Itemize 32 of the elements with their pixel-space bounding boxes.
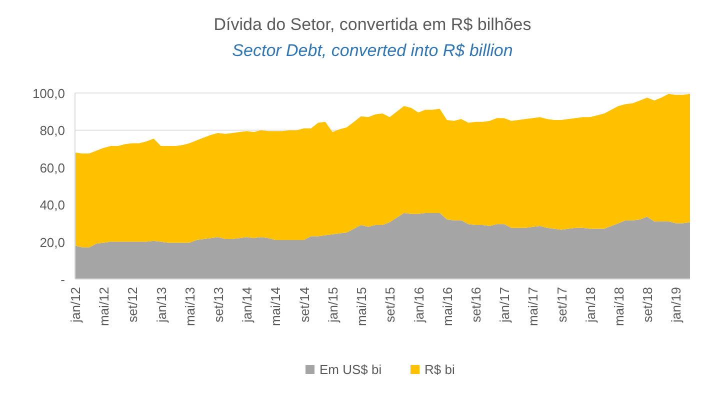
- x-tick-label: set/13: [211, 287, 226, 322]
- x-tick-label: set/14: [296, 287, 312, 322]
- legend-label: Em US$ bi: [320, 362, 382, 377]
- x-tick-label: jan/18: [582, 287, 598, 324]
- legend-label: R$ bi: [424, 362, 455, 377]
- x-tick-label: mai/14: [268, 287, 284, 326]
- y-tick-label: 80,0: [40, 123, 65, 138]
- x-tick-label: mai/15: [354, 287, 370, 326]
- x-tick-label: set/15: [382, 287, 398, 322]
- x-tick-label: set/17: [554, 287, 570, 322]
- x-tick-label: jan/12: [68, 287, 83, 324]
- y-tick-label: -: [60, 272, 65, 287]
- x-tick-label: jan/16: [411, 287, 426, 324]
- x-tick-label: mai/12: [96, 287, 112, 326]
- x-tick-label: jan/19: [668, 287, 684, 324]
- x-tick-label: mai/17: [526, 287, 541, 326]
- x-tick-label: jan/17: [497, 287, 512, 324]
- x-tick-label: set/16: [468, 287, 484, 322]
- y-tick-label: 100,0: [32, 86, 65, 101]
- x-tick-label: mai/18: [611, 287, 626, 326]
- y-tick-label: 40,0: [40, 198, 65, 213]
- x-tick-label: mai/16: [440, 287, 455, 326]
- x-tick-label: jan/15: [325, 287, 340, 324]
- x-tick-label: set/12: [125, 287, 140, 322]
- y-tick-label: 20,0: [40, 234, 65, 250]
- chart-subtitle: Sector Debt, converted into R$ billion: [232, 41, 513, 60]
- x-tick-label: set/18: [640, 287, 656, 322]
- x-tick-label: mai/13: [182, 287, 198, 326]
- y-tick-label: 60,0: [40, 160, 65, 176]
- x-tick-label: jan/13: [154, 287, 169, 324]
- chart-title: Dívida do Setor, convertida em R$ bilhões: [214, 15, 532, 34]
- x-tick-label: jan/14: [240, 287, 255, 324]
